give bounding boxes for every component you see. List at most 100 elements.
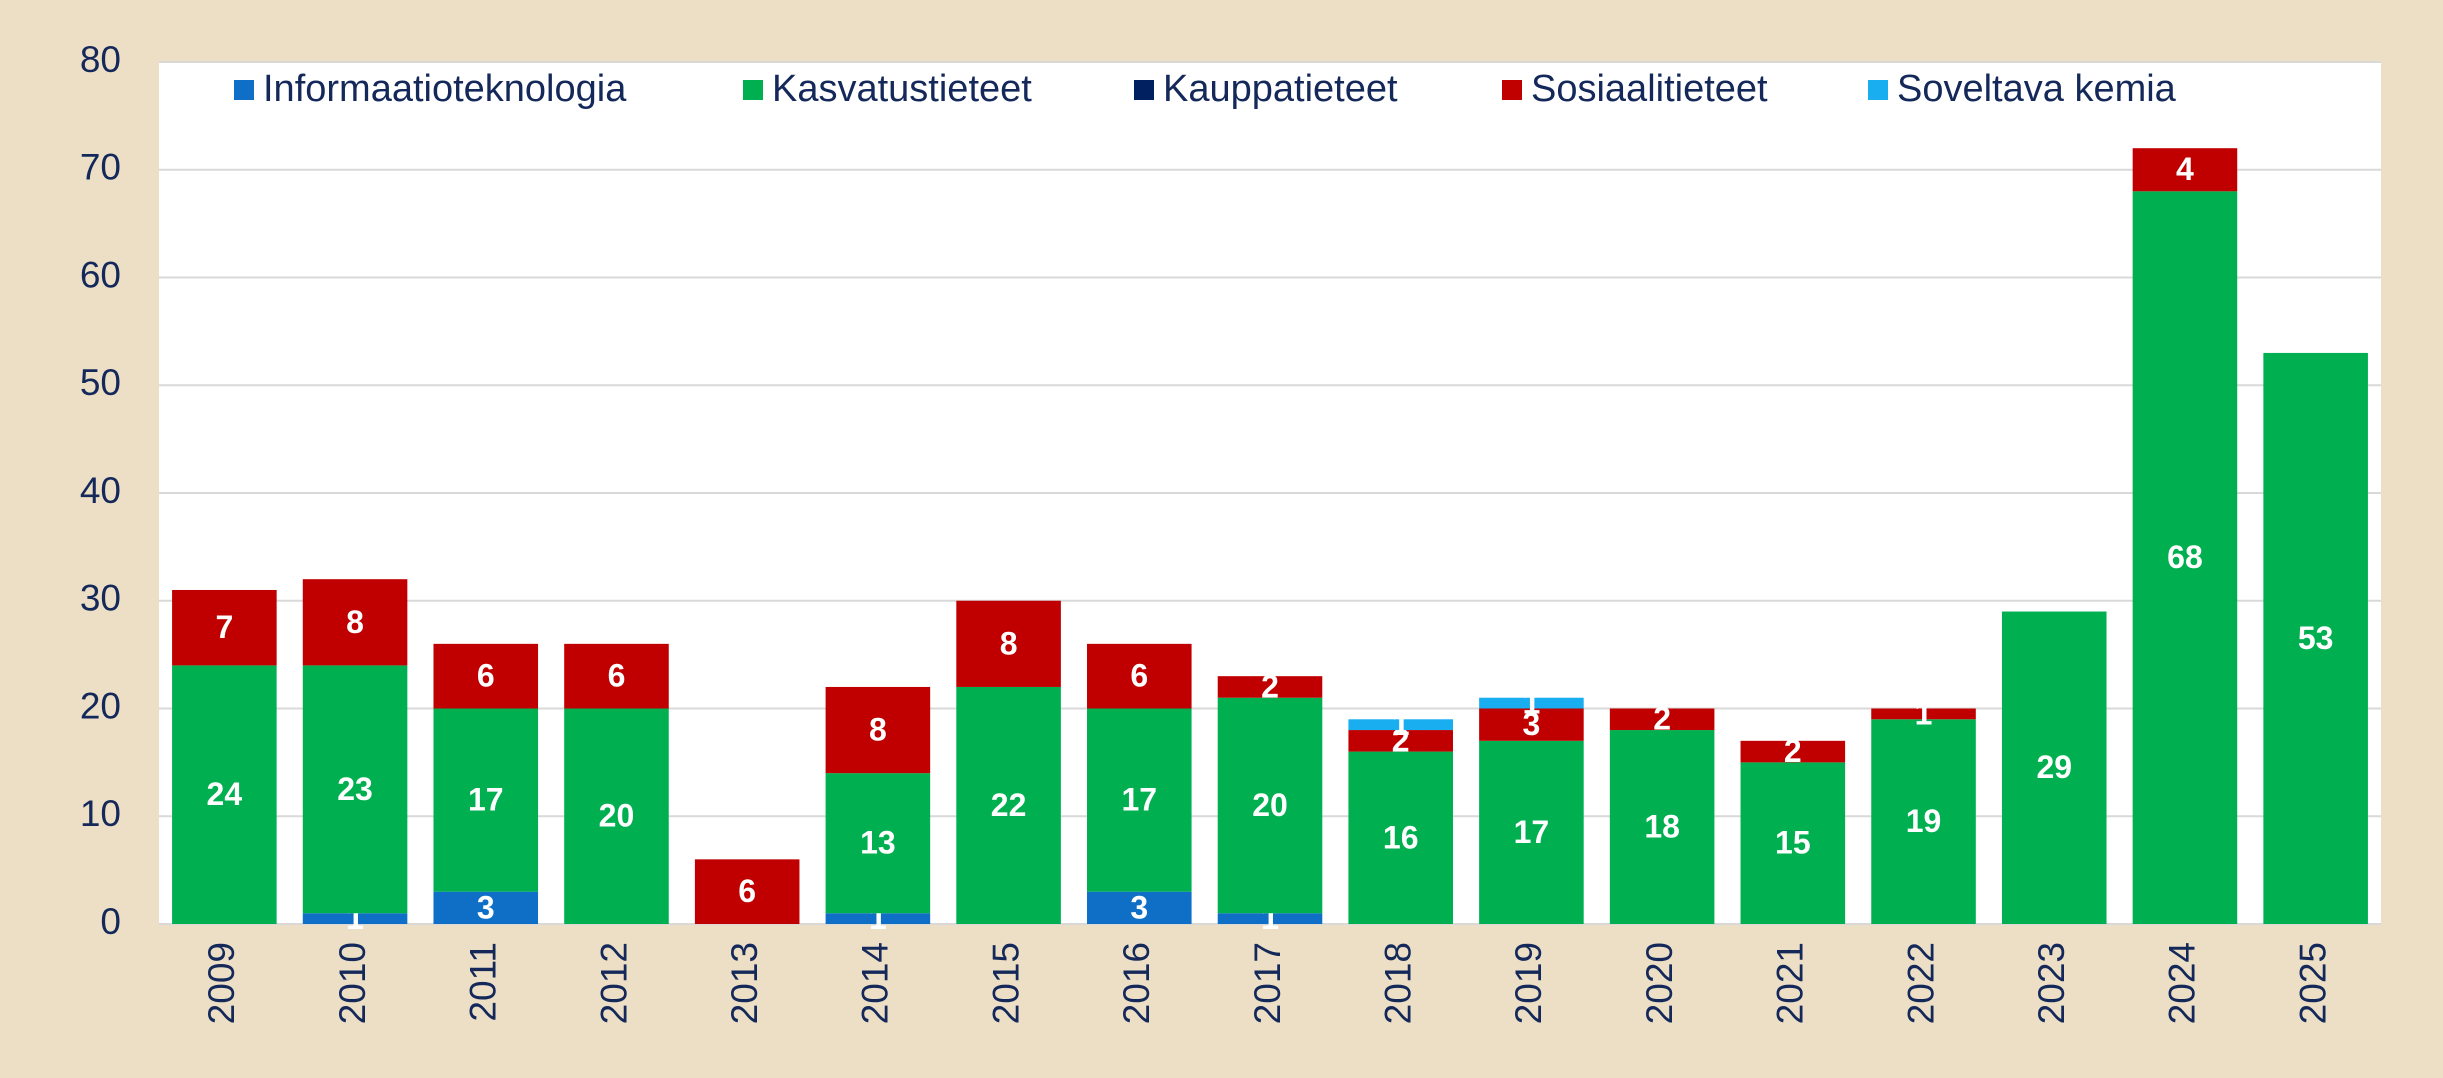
data-label: 8: [1000, 625, 1018, 661]
x-tick-label: 2020: [1639, 942, 1680, 1024]
bar-segment: [564, 643, 669, 709]
x-tick-label: 2018: [1377, 942, 1418, 1024]
data-label: 2: [1653, 701, 1671, 737]
bar-segment: [1479, 697, 1584, 709]
y-tick-label: 20: [80, 685, 121, 726]
data-label: 20: [1252, 787, 1288, 823]
bar-segment: [172, 665, 277, 924]
y-tick-label: 0: [100, 901, 121, 942]
x-tick-label: 2024: [2162, 942, 2203, 1024]
legend-label: Soveltava kemia: [1897, 68, 2177, 110]
data-label: 4: [2176, 151, 2194, 187]
bar-segment: [956, 686, 1061, 924]
legend-label: Kauppatieteet: [1163, 68, 1398, 110]
legend-swatch: [234, 80, 254, 100]
data-label: 6: [738, 873, 756, 909]
data-label: 2: [1392, 722, 1410, 758]
bar-segment: [1217, 676, 1323, 698]
y-tick-label: 40: [80, 470, 121, 511]
data-label: 3: [1523, 706, 1541, 742]
data-label: 1: [1523, 685, 1541, 721]
bar-segment: [956, 600, 1061, 687]
x-tick-label: 2010: [332, 942, 373, 1024]
data-label: 68: [2167, 539, 2203, 575]
legend-label: Sosiaalitieteet: [1531, 68, 1768, 110]
bar-segment: [564, 708, 669, 924]
bar-segment: [1087, 891, 1192, 924]
bar-segment: [2132, 191, 2238, 925]
data-label: 6: [477, 658, 495, 694]
data-label: 20: [599, 798, 635, 834]
x-tick-label: 2019: [1508, 942, 1549, 1024]
x-tick-label: 2016: [1116, 942, 1157, 1024]
bar-segment: [2132, 148, 2238, 192]
bar-segment: [1740, 740, 1846, 763]
x-tick-label: 2013: [724, 942, 765, 1024]
data-label: 13: [860, 825, 896, 861]
bar-segment: [1087, 708, 1192, 892]
x-tick-label: 2021: [1770, 942, 1811, 1024]
bar-segment: [1348, 751, 1453, 924]
data-label: 6: [1130, 658, 1148, 694]
legend-swatch: [1868, 80, 1888, 100]
bar-segment: [1348, 730, 1453, 752]
bar-segment: [825, 913, 931, 924]
data-label: 24: [207, 776, 243, 812]
legend-swatch: [1502, 80, 1522, 100]
data-label: 29: [2036, 749, 2072, 785]
bar-segment: [172, 589, 277, 666]
x-tick-label: 2014: [855, 942, 896, 1024]
bar-segment: [694, 859, 800, 924]
x-tick-label: 2025: [2292, 942, 2333, 1024]
data-label: 53: [2298, 620, 2334, 656]
y-tick-label: 60: [80, 254, 121, 295]
data-label: 15: [1775, 825, 1811, 861]
bar-segment: [825, 773, 931, 914]
bar-segment: [302, 665, 408, 914]
data-label: 3: [1130, 889, 1148, 925]
bar-segment: [302, 579, 408, 666]
bar-segment: [1871, 719, 1976, 924]
legend-swatch: [1134, 80, 1154, 100]
data-label: 3: [477, 889, 495, 925]
data-label: 22: [991, 787, 1027, 823]
bar-segment: [1740, 762, 1846, 924]
bar-segment: [1479, 708, 1584, 741]
bar-segment: [1871, 708, 1976, 720]
data-label: 17: [1121, 782, 1157, 818]
data-label: 18: [1644, 808, 1680, 844]
y-tick-label: 30: [80, 578, 121, 619]
bar-segment: [825, 686, 931, 774]
x-tick-label: 2011: [463, 942, 504, 1022]
data-label: 1: [1392, 706, 1410, 742]
x-tick-label: 2017: [1247, 942, 1288, 1024]
bar-segment: [433, 708, 539, 892]
bar-segment: [2263, 352, 2368, 924]
data-label: 17: [468, 782, 504, 818]
bar-segment: [1087, 643, 1192, 709]
x-tick-label: 2023: [2031, 942, 2072, 1024]
bar-segment: [433, 643, 539, 709]
data-label: 2: [1261, 668, 1279, 704]
x-tick-label: 2022: [1900, 942, 1941, 1024]
data-label: 19: [1906, 803, 1942, 839]
y-tick-label: 70: [80, 147, 121, 188]
bar-segment: [1348, 719, 1453, 731]
data-label: 23: [337, 771, 373, 807]
bar-segment: [1609, 730, 1715, 924]
legend-swatch: [743, 80, 763, 100]
bar-segment: [1217, 913, 1323, 924]
x-tick-label: 2009: [201, 942, 242, 1024]
y-tick-label: 50: [80, 362, 121, 403]
data-label: 7: [215, 609, 233, 645]
x-tick-label: 2015: [985, 942, 1026, 1024]
data-label: 1: [1915, 695, 1933, 731]
data-label: 17: [1514, 814, 1550, 850]
y-tick-label: 10: [80, 793, 121, 834]
bar-segment: [1217, 697, 1323, 914]
bar-segment: [2001, 611, 2107, 924]
data-label: 2: [1784, 733, 1802, 769]
data-label: 6: [608, 658, 626, 694]
bar-segment: [302, 913, 408, 924]
